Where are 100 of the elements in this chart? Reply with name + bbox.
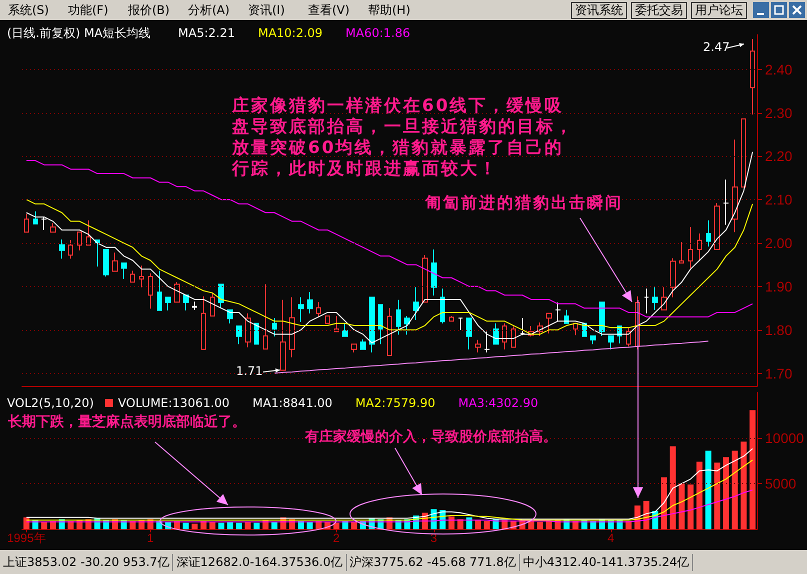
text: MA1:8841.00 — [252, 396, 332, 410]
candlestick — [148, 272, 153, 310]
candlestick — [24, 213, 29, 233]
annotation: 1.71 — [236, 364, 263, 378]
candlestick — [289, 296, 295, 358]
candlestick — [342, 322, 348, 337]
text: 分析(A) — [188, 2, 231, 18]
text: MA2:7579.90 — [355, 396, 436, 410]
text: 帮助(H) — [368, 2, 412, 18]
bar — [670, 446, 676, 530]
line-series — [274, 340, 709, 374]
candlestick — [431, 249, 437, 296]
annotation: 有庄家缓慢的介入，导致股价底部抬高。 — [305, 428, 557, 446]
candlestick — [475, 339, 481, 353]
text: 上证3853.02 -30.20 953.7亿 — [0, 554, 174, 570]
candlestick — [511, 326, 516, 348]
y-tick-label: 10000 — [765, 430, 804, 446]
candlestick — [334, 315, 339, 332]
candlestick — [608, 335, 614, 350]
bar — [457, 519, 464, 530]
candlestick — [298, 296, 304, 323]
candlestick — [644, 288, 649, 314]
candlestick — [502, 322, 507, 350]
candlestick — [387, 308, 392, 356]
bar — [546, 520, 552, 530]
candlestick — [661, 286, 667, 310]
candlestick — [192, 301, 197, 310]
candlestick — [670, 258, 676, 298]
candlestick — [103, 249, 109, 277]
candlestick — [77, 232, 82, 251]
candlestick — [741, 118, 746, 188]
candlestick — [590, 335, 596, 345]
annotation: 长期下跌，量芝麻点表明底部临近了。 — [8, 413, 246, 431]
candlestick — [493, 322, 499, 345]
text: 用户论坛 — [691, 2, 747, 18]
y-tick-label: 1.90 — [765, 278, 792, 294]
y-tick-label: 2.00 — [765, 235, 792, 252]
y-tick-label: 2.10 — [765, 192, 792, 208]
bar — [661, 477, 668, 530]
text: 资讯系统 — [571, 2, 627, 18]
candlestick — [183, 294, 189, 311]
candlestick — [210, 292, 215, 316]
candlestick — [263, 284, 268, 350]
bar — [236, 522, 242, 530]
bar — [475, 520, 482, 530]
candlestick — [714, 202, 720, 250]
text: MA60:1.86 — [346, 26, 410, 40]
x-tick-label: 1995年 — [7, 531, 46, 546]
candlestick — [112, 252, 118, 272]
bar — [448, 516, 454, 530]
candlestick — [139, 265, 144, 288]
bar — [484, 520, 490, 530]
y-tick-label: 5000 — [765, 476, 796, 492]
candlestick — [706, 220, 711, 247]
annotation: 2.47 — [703, 40, 730, 54]
bar — [723, 457, 730, 530]
candlestick — [95, 239, 100, 267]
candlestick — [307, 292, 313, 314]
candlestick — [86, 220, 91, 246]
y-tick-label: 2.20 — [765, 148, 792, 164]
candlestick — [68, 239, 73, 260]
text: 沪深3775.62 -45.68 771.8亿 — [346, 554, 520, 570]
text: 深证12682.0-164.37536.0亿 — [173, 554, 347, 570]
candlestick — [732, 139, 738, 233]
candlestick — [245, 312, 251, 348]
candlestick — [369, 296, 375, 353]
candlestick — [165, 296, 171, 311]
candlestick — [218, 284, 224, 309]
line-series — [26, 160, 754, 318]
candlestick — [520, 318, 525, 336]
candlestick — [404, 315, 410, 336]
bar — [537, 522, 544, 530]
candlestick — [157, 270, 162, 311]
candlestick — [688, 226, 693, 269]
bar — [218, 522, 224, 530]
line-series — [26, 460, 754, 521]
candlestick — [396, 299, 401, 336]
y-tick-label: 1.80 — [765, 322, 792, 338]
candlestick — [573, 322, 578, 336]
candlestick — [466, 318, 472, 350]
candlestick — [422, 254, 428, 303]
candlestick — [723, 179, 729, 226]
text: 中小4312.40-141.3735.24亿 — [520, 554, 694, 570]
candlestick — [378, 304, 383, 345]
line-series — [26, 448, 754, 520]
candlestick — [697, 232, 702, 262]
line-series — [26, 489, 754, 522]
candlestick — [750, 38, 755, 115]
candlestick — [458, 318, 463, 330]
candlestick — [254, 322, 259, 345]
y-tick-label: 1.70 — [765, 365, 792, 382]
candlestick — [413, 286, 419, 320]
bar — [705, 450, 712, 530]
candlestick — [59, 239, 65, 260]
text: 报价(B) — [128, 2, 171, 18]
x-tick-label: 4 — [608, 531, 615, 546]
candlestick — [325, 315, 330, 324]
text: MA5:2.21 — [178, 26, 235, 40]
candlestick — [440, 288, 445, 324]
text: MA10:2.09 — [258, 26, 323, 40]
